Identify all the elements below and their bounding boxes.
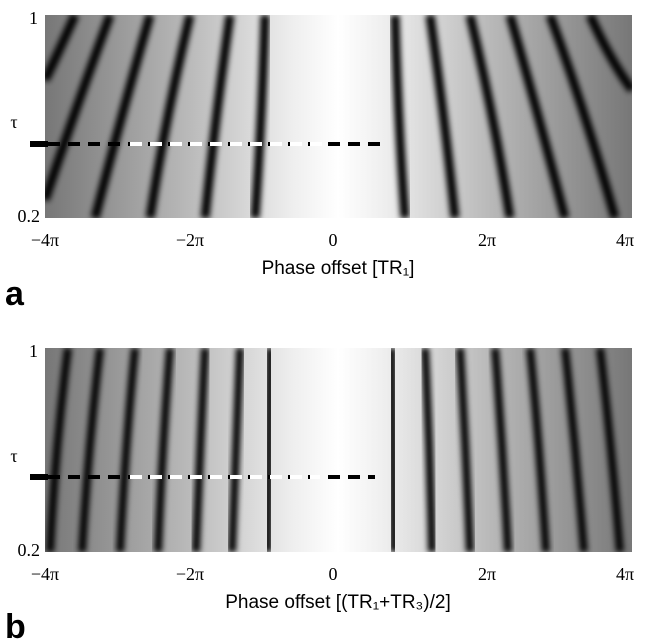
y-tick-label: 0.2 <box>18 206 41 226</box>
y-tick-label: 0.2 <box>18 540 41 560</box>
y-tick-label: 1 <box>29 8 38 28</box>
panel-a: 1 0.2 τ −4π −2π 0 2π 4π Phase offset [TR… <box>5 8 634 313</box>
x-tick-label: −2π <box>176 230 204 250</box>
y-axis-label: τ <box>10 446 17 466</box>
panel-b: 1 0.2 τ −4π −2π 0 2π 4π Phase offset [(T… <box>5 341 634 643</box>
x-axis-label: Phase offset [TR₁] <box>262 258 415 279</box>
x-tick-label: −4π <box>31 564 59 584</box>
y-tick-label: 1 <box>29 341 38 361</box>
map-image <box>45 15 632 218</box>
x-tick-label: 2π <box>478 564 496 584</box>
x-tick-label: 4π <box>616 230 634 250</box>
x-tick-label: 0 <box>329 230 338 250</box>
map-image <box>45 348 632 552</box>
x-tick-label: −2π <box>176 564 204 584</box>
x-tick-label: −4π <box>31 230 59 250</box>
y-axis-label: τ <box>10 112 17 132</box>
panel-label: b <box>5 608 26 643</box>
panel-label: a <box>5 275 25 313</box>
x-tick-label: 4π <box>616 564 634 584</box>
x-tick-label: 0 <box>329 564 338 584</box>
x-axis-label: Phase offset [(TR₁+TR₃)/2] <box>225 592 451 613</box>
x-tick-label: 2π <box>478 230 496 250</box>
